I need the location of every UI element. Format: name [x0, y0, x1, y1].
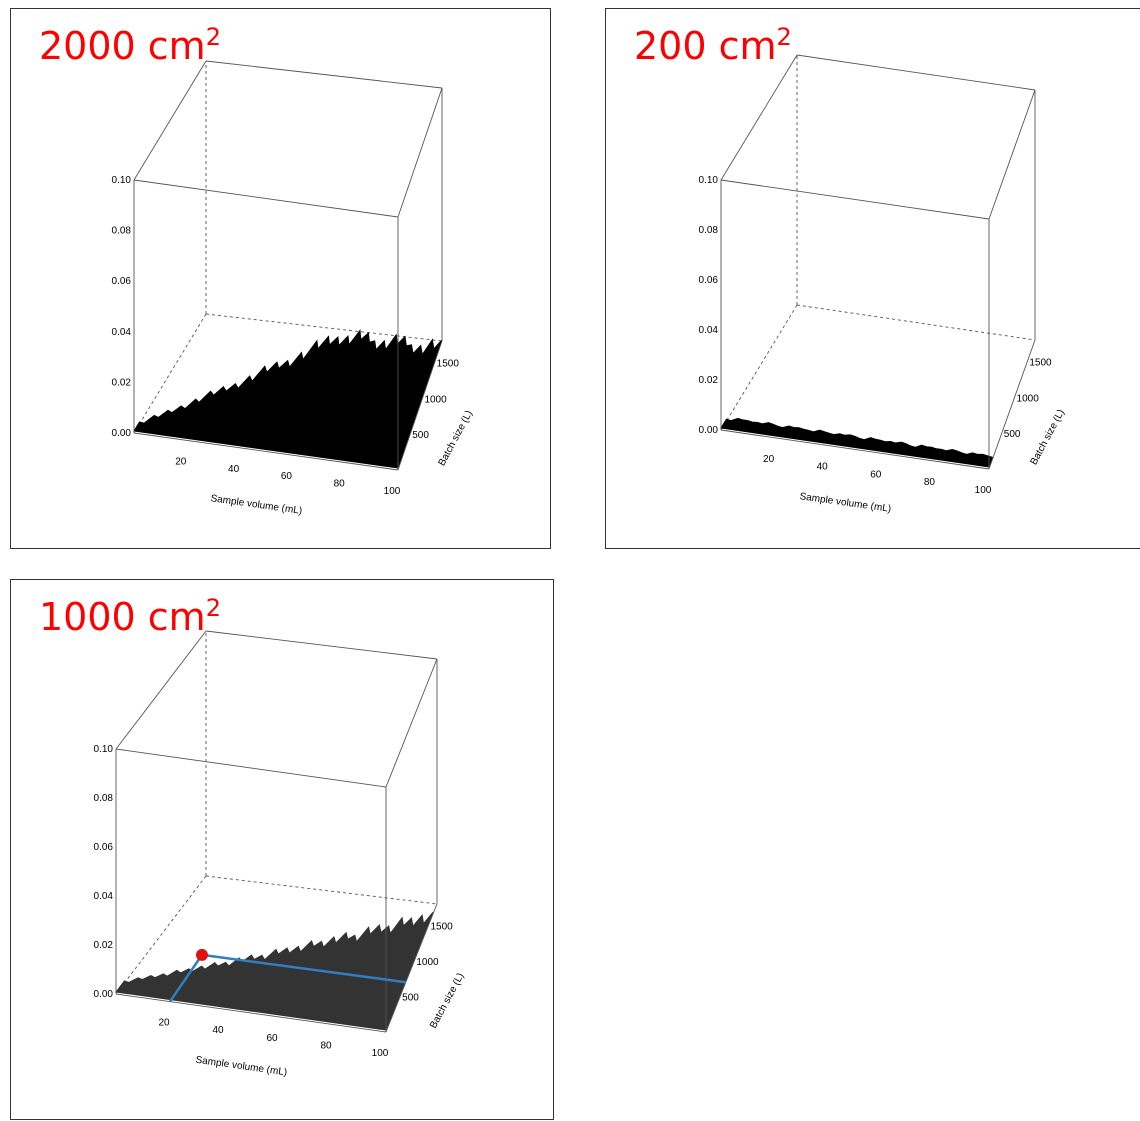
y-axis-label: Batch size (L)	[437, 409, 475, 468]
box-edge	[720, 179, 990, 220]
y-axis-label: Batch size (L)	[1029, 408, 1067, 467]
chart-title: 200 cm2	[634, 24, 792, 68]
title-value: 1000 cm	[39, 595, 206, 639]
box-edge	[133, 179, 399, 218]
box-edge	[115, 748, 387, 788]
y-tick-label: 1000	[416, 957, 439, 968]
box-edge-hidden	[205, 313, 443, 342]
title-value: 200 cm	[634, 24, 777, 68]
y-tick-label: 500	[412, 430, 429, 441]
surface	[133, 329, 443, 469]
title-value: 2000 cm	[39, 24, 206, 68]
x-tick-label: 20	[763, 454, 775, 465]
z-tick-label: 0.08	[112, 226, 132, 237]
chart-title: 1000 cm2	[39, 595, 221, 639]
box-edge-hidden	[205, 875, 438, 905]
z-tick-label: 0.08	[699, 225, 719, 236]
x-tick-label: 100	[384, 486, 401, 497]
y-tick-label: 1500	[1029, 358, 1052, 369]
surface	[115, 911, 434, 1031]
box-edge	[205, 60, 443, 89]
plot-3d: 0.00 0.02 0.04 0.06 0.08 0.10 20 40 60 80 100 500 10…	[699, 54, 1067, 515]
x-tick-label: 60	[281, 471, 293, 482]
x-tick-label: 80	[334, 479, 346, 490]
z-tick-label: 0.00	[112, 428, 132, 439]
z-tick-label: 0.08	[94, 793, 114, 804]
box-edge-hidden	[133, 313, 207, 434]
plot-3d: 0.00 0.02 0.04 0.06 0.08 0.10 20 40 60 80 100 500 10…	[112, 60, 475, 517]
box-edge	[720, 429, 990, 470]
title-exponent: 2	[205, 594, 221, 622]
x-tick-label: 20	[158, 1018, 170, 1029]
z-tick-label: 0.10	[112, 175, 132, 186]
box-edge-hidden	[720, 304, 798, 431]
chart-panel-200: 200 cm2 0.00 0.02 0.04 0.06 0.08 0.10 20 40 60 80…	[605, 8, 1140, 549]
z-tick-label: 0.00	[699, 425, 719, 436]
x-tick-label: 80	[320, 1040, 332, 1051]
box-edge	[397, 340, 443, 471]
y-tick-label: 1500	[437, 359, 460, 370]
box-edge	[205, 630, 438, 660]
chart-panel-2000: 2000 cm2 0.00 0.02 0.04 0.06 0.08 0.10 20 40 60 8…	[10, 8, 551, 549]
box-edge-hidden	[115, 875, 207, 995]
z-tick-label: 0.04	[94, 891, 114, 902]
x-tick-label: 60	[266, 1033, 278, 1044]
x-tick-label: 40	[228, 464, 240, 475]
box-edge-hidden	[796, 304, 1036, 341]
z-tick-label: 0.02	[112, 377, 132, 388]
x-tick-label: 100	[372, 1048, 389, 1059]
z-tick-label: 0.06	[94, 842, 114, 853]
y-tick-label: 500	[1004, 429, 1021, 440]
z-tick-label: 0.10	[699, 175, 719, 186]
z-tick-label: 0.06	[112, 276, 132, 287]
z-tick-label: 0.02	[94, 940, 114, 951]
title-exponent: 2	[205, 23, 221, 51]
box-edge	[988, 339, 1036, 470]
box-edge	[385, 658, 438, 788]
z-tick-label: 0.06	[699, 275, 719, 286]
z-tick-label: 0.00	[94, 989, 114, 1000]
z-tick-label: 0.02	[699, 375, 719, 386]
surface	[720, 417, 994, 468]
title-exponent: 2	[776, 23, 792, 51]
x-tick-label: 20	[175, 456, 187, 467]
x-tick-label: 80	[924, 477, 936, 488]
box-edge	[115, 993, 387, 1033]
box-edge	[720, 54, 798, 181]
y-tick-label: 1500	[431, 921, 454, 932]
x-axis-label: Sample volume (mL)	[799, 491, 892, 515]
box-edge	[397, 87, 443, 218]
x-tick-label: 100	[975, 485, 992, 496]
x-tick-label: 40	[212, 1025, 224, 1036]
chart-title: 2000 cm2	[39, 24, 221, 68]
highlight-point	[195, 948, 208, 961]
x-tick-label: 60	[870, 469, 882, 480]
box-edge	[133, 432, 399, 471]
box-edge	[115, 630, 207, 750]
y-tick-label: 1000	[424, 394, 447, 405]
x-axis-label: Sample volume (mL)	[195, 1055, 288, 1079]
y-tick-label: 1000	[1017, 393, 1040, 404]
chart-panel-1000: 1000 cm2 0.00 0.02 0.04 0.06 0.08 0.10 20 40 60 8…	[10, 579, 554, 1120]
z-tick-label: 0.04	[112, 327, 132, 338]
y-axis-label: Batch size (L)	[428, 971, 466, 1030]
y-tick-label: 500	[402, 992, 419, 1003]
box-edge	[133, 60, 207, 181]
box-edge	[988, 89, 1036, 220]
z-tick-label: 0.04	[699, 325, 719, 336]
box-edge	[385, 903, 438, 1033]
x-tick-label: 40	[817, 462, 829, 473]
x-axis-label: Sample volume (mL)	[210, 493, 303, 517]
plot-3d: 0.00 0.02 0.04 0.06 0.08 0.10 20 40 60 80 100 500 10…	[94, 630, 467, 1079]
box-edge	[796, 54, 1036, 91]
z-tick-label: 0.10	[94, 744, 114, 755]
